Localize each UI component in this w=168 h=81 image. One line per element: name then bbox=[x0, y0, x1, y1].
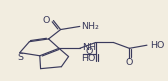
Text: NH₂: NH₂ bbox=[81, 22, 99, 31]
Text: O: O bbox=[126, 58, 133, 67]
Text: HO: HO bbox=[150, 41, 164, 50]
Text: NH: NH bbox=[82, 43, 96, 52]
Text: O: O bbox=[43, 16, 50, 25]
Text: S: S bbox=[18, 53, 24, 62]
Text: O: O bbox=[86, 47, 93, 56]
Text: HO: HO bbox=[81, 54, 96, 63]
